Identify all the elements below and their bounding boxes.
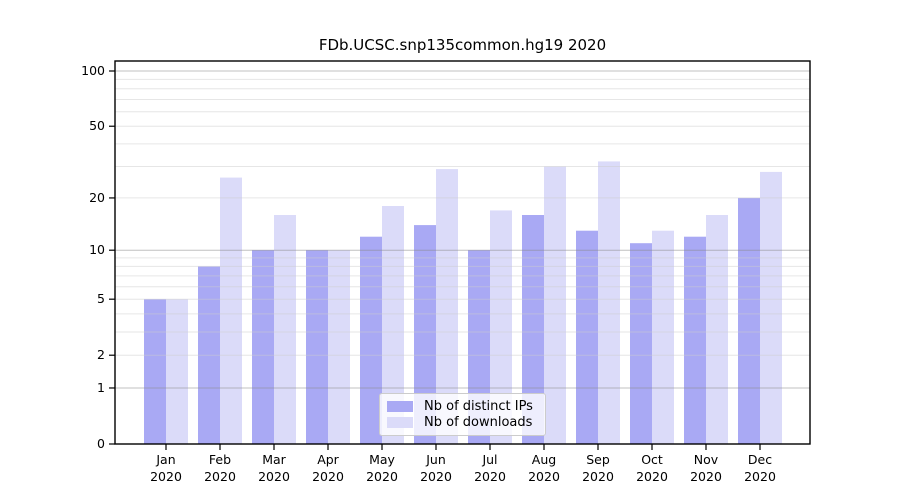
bar-distinct-ips-aug [522, 215, 544, 444]
bar-distinct-ips-sep [576, 230, 598, 444]
x-tick-label-year: 2020 [474, 469, 506, 484]
y-tick-label: 5 [97, 291, 105, 306]
x-tick-label-year: 2020 [420, 469, 452, 484]
bar-distinct-ips-may [360, 236, 382, 444]
y-tick-label: 1 [97, 380, 105, 395]
bar-downloads-may [382, 206, 404, 444]
y-tick-label: 10 [89, 242, 105, 257]
bar-distinct-ips-apr [306, 250, 328, 444]
x-tick-label-month: Jul [481, 452, 497, 467]
x-tick-label-year: 2020 [582, 469, 614, 484]
x-tick-label-month: Nov [694, 452, 719, 467]
x-tick-label-year: 2020 [528, 469, 560, 484]
x-tick-label-year: 2020 [744, 469, 776, 484]
bar-downloads-sep [598, 161, 620, 444]
bar-distinct-ips-oct [630, 243, 652, 444]
x-tick-label-year: 2020 [258, 469, 290, 484]
bar-distinct-ips-jun [414, 225, 436, 444]
x-tick-label-year: 2020 [690, 469, 722, 484]
bar-downloads-dec [760, 171, 782, 444]
bar-downloads-jun [436, 169, 458, 444]
x-tick-label-year: 2020 [312, 469, 344, 484]
bar-downloads-jan [166, 299, 188, 444]
chart-title: FDb.UCSC.snp135common.hg19 2020 [318, 36, 607, 54]
x-tick-label-month: Oct [641, 452, 663, 467]
y-tick-label: 50 [89, 118, 105, 133]
legend-label-distinct-ips: Nb of distinct IPs [424, 398, 533, 414]
bar-distinct-ips-jan [144, 299, 166, 444]
x-tick-label-month: Feb [209, 452, 231, 467]
legend: Nb of distinct IPs Nb of downloads [379, 393, 546, 436]
bar-downloads-jul [490, 210, 512, 444]
x-tick-label-month: Dec [748, 452, 772, 467]
legend-label-downloads: Nb of downloads [424, 415, 533, 431]
x-tick-label-month: Sep [586, 452, 610, 467]
bar-distinct-ips-dec [738, 197, 760, 444]
x-tick-label-month: Aug [532, 452, 556, 467]
y-tick-label: 0 [97, 436, 105, 451]
y-tick-label: 100 [81, 63, 105, 78]
x-tick-label-year: 2020 [150, 469, 182, 484]
legend-swatch-distinct-ips [387, 400, 413, 412]
bar-distinct-ips-mar [252, 250, 274, 444]
plot-frame [114, 60, 811, 445]
bar-downloads-nov [706, 215, 728, 444]
x-tick-label-year: 2020 [366, 469, 398, 484]
x-tick-label-month: Jun [425, 452, 446, 467]
bar-downloads-apr [328, 250, 350, 444]
legend-item-downloads: Nb of downloads [387, 415, 537, 430]
bar-downloads-aug [544, 166, 566, 444]
x-tick-label-year: 2020 [636, 469, 668, 484]
legend-item-distinct-ips: Nb of distinct IPs [387, 399, 537, 414]
x-tick-label-month: Jan [155, 452, 175, 467]
bar-downloads-feb [220, 177, 242, 444]
bar-distinct-ips-nov [684, 236, 706, 444]
x-tick-label-month: Mar [262, 452, 286, 467]
bar-downloads-mar [274, 215, 296, 444]
bar-downloads-oct [652, 230, 674, 444]
legend-swatch-downloads [387, 417, 413, 429]
x-tick-label-month: Apr [317, 452, 339, 467]
x-tick-label-year: 2020 [204, 469, 236, 484]
x-tick-label-month: May [369, 452, 395, 467]
y-tick-label: 20 [89, 190, 105, 205]
y-tick-label: 2 [97, 347, 105, 362]
